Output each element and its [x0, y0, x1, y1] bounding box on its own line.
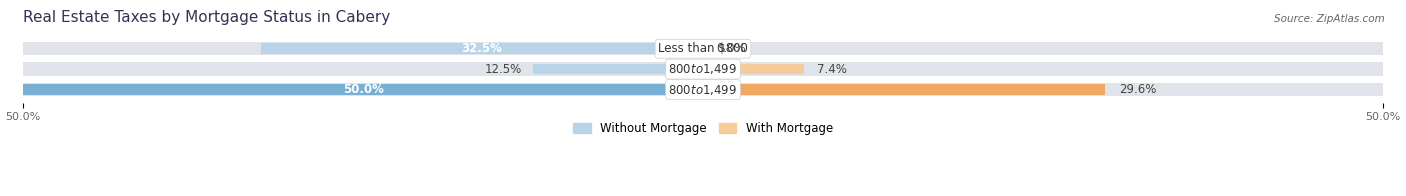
Text: 29.6%: 29.6% — [1119, 83, 1156, 96]
Text: 50.0%: 50.0% — [343, 83, 384, 96]
Bar — [262, 44, 703, 54]
Text: 0.0%: 0.0% — [717, 42, 747, 55]
Text: 12.5%: 12.5% — [485, 63, 522, 76]
Text: Real Estate Taxes by Mortgage Status in Cabery: Real Estate Taxes by Mortgage Status in … — [22, 10, 391, 25]
Bar — [22, 83, 1384, 96]
Text: 7.4%: 7.4% — [817, 63, 846, 76]
Bar — [22, 42, 1384, 55]
Text: Less than $800: Less than $800 — [658, 42, 748, 55]
Bar — [22, 63, 1384, 76]
Text: Source: ZipAtlas.com: Source: ZipAtlas.com — [1274, 14, 1385, 24]
Bar — [533, 64, 703, 74]
Text: $800 to $1,499: $800 to $1,499 — [668, 83, 738, 96]
Bar — [22, 84, 703, 95]
Legend: Without Mortgage, With Mortgage: Without Mortgage, With Mortgage — [568, 117, 838, 140]
Text: 32.5%: 32.5% — [461, 42, 502, 55]
Bar — [703, 84, 1105, 95]
Text: $800 to $1,499: $800 to $1,499 — [668, 62, 738, 76]
Bar — [703, 64, 804, 74]
